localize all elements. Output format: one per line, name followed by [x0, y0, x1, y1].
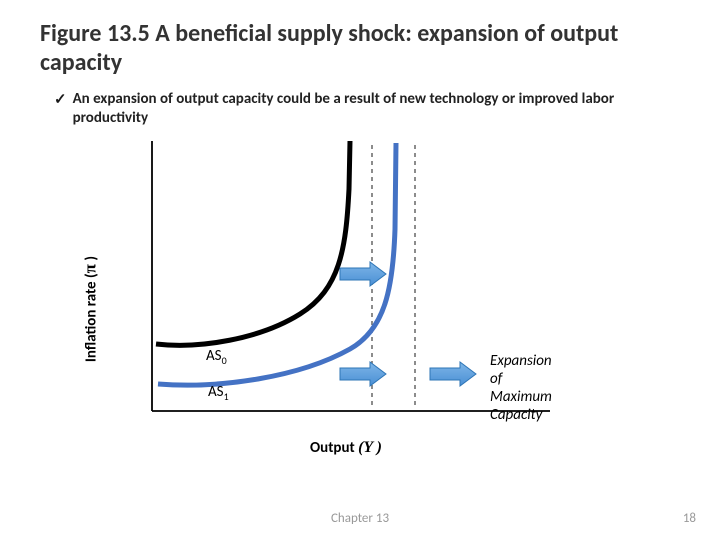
arrow-top	[340, 262, 386, 286]
label-as1-text: AS	[208, 383, 224, 401]
annotation-line1: Expansion of	[490, 352, 560, 388]
arrow-bottom-right	[430, 362, 476, 386]
figure-title: Figure 13.5 A beneficial supply shock: e…	[40, 20, 680, 78]
ylabel-prefix: Inflation rate (	[83, 273, 101, 362]
bullet-item: ✓ An expansion of output capacity could …	[54, 90, 680, 129]
chart-container: Inflation rate (π ) AS0 A	[80, 139, 560, 459]
annotation-line2: Maximum	[490, 388, 560, 406]
y-axis-label: Inflation rate (π )	[81, 256, 101, 362]
xlabel-prefix: Output	[310, 439, 358, 457]
footer-chapter: Chapter 13	[331, 511, 389, 526]
annotation-capacity: Expansion of Maximum Capacity	[490, 352, 560, 424]
bullet-text: An expansion of output capacity could be…	[73, 90, 680, 129]
check-icon: ✓	[54, 90, 67, 109]
label-as1-sub: 1	[224, 390, 229, 403]
curve-as1	[158, 143, 396, 385]
label-as1: AS1	[208, 383, 229, 403]
curve-as0	[156, 141, 350, 345]
pi-symbol: π	[81, 264, 100, 273]
arrow-bottom-left	[340, 362, 386, 386]
label-as0: AS0	[206, 347, 227, 367]
xlabel-Y: (Y )	[358, 439, 382, 456]
annotation-line3: Capacity	[490, 406, 560, 424]
footer-page-number: 18	[683, 511, 696, 526]
ylabel-suffix: )	[83, 256, 101, 264]
label-as0-text: AS	[206, 347, 222, 365]
label-as0-sub: 0	[222, 354, 227, 367]
x-axis-label: Output (Y )	[310, 439, 382, 457]
